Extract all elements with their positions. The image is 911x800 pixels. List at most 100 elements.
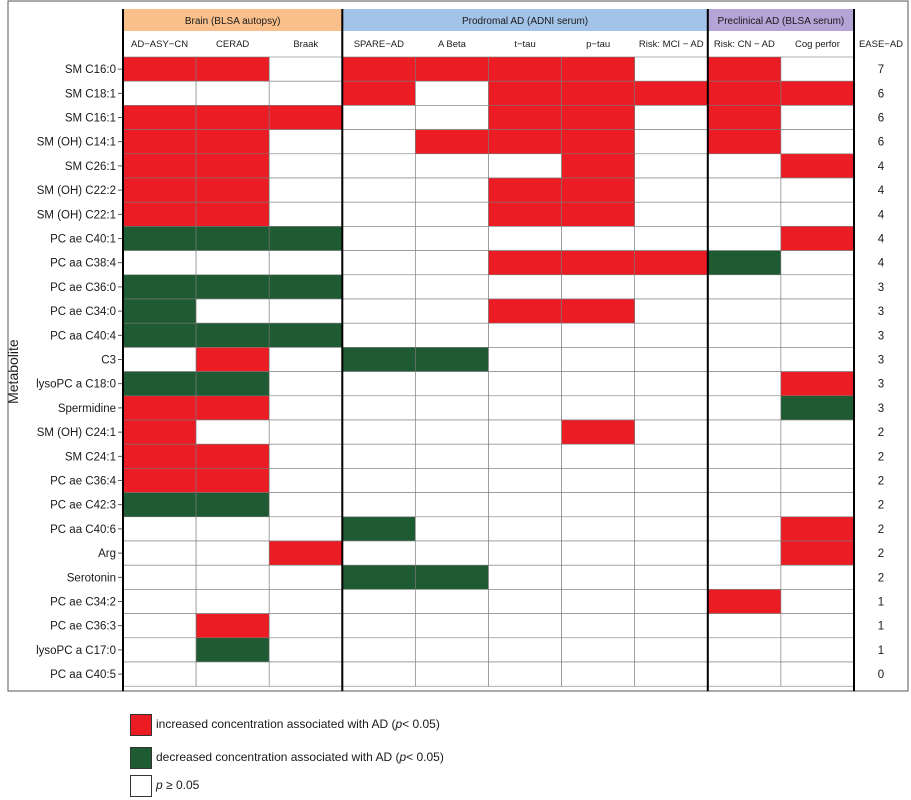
row-label: Spermidine <box>58 403 116 415</box>
heatmap-cell <box>780 419 855 445</box>
legend-item-decreased: decreased concentration associated with … <box>130 747 550 771</box>
heatmap-cell <box>341 395 416 421</box>
heatmap-cell <box>634 322 709 348</box>
heatmap-cell <box>195 564 270 590</box>
heatmap-cell <box>488 201 562 227</box>
heatmap-cell <box>268 105 343 130</box>
row-label: SM (OH) C24:1 <box>37 427 116 439</box>
heatmap-cell <box>195 419 270 445</box>
heatmap-cell <box>634 637 709 663</box>
group-header-bar <box>342 9 708 31</box>
heatmap-cell <box>122 613 197 639</box>
heatmap-cell <box>488 56 562 82</box>
column-label: CERAD <box>216 39 249 50</box>
heatmap-cell <box>122 201 197 227</box>
column-label: Risk: MCI − AD <box>639 39 704 50</box>
heatmap-cell <box>780 298 855 324</box>
heatmap-cell <box>561 322 635 348</box>
heatmap-cell <box>780 589 855 614</box>
heatmap-cell <box>707 492 782 518</box>
score-value: 0 <box>878 669 884 681</box>
legend-swatch-decreased <box>130 747 152 769</box>
heatmap-cell <box>561 226 635 251</box>
heatmap-cell <box>707 468 782 493</box>
heatmap-cell <box>268 540 343 566</box>
heatmap-cell <box>780 613 855 639</box>
heatmap-cell <box>415 105 489 130</box>
heatmap-cell <box>341 201 416 227</box>
heatmap-cell <box>415 322 489 348</box>
heatmap-cell <box>707 395 782 421</box>
heatmap-cell <box>195 468 270 493</box>
heatmap-cell <box>415 613 489 639</box>
heatmap-cell <box>780 322 855 348</box>
heatmap-cell <box>415 201 489 227</box>
heatmap-cell <box>341 589 416 614</box>
heatmap-cell <box>341 129 416 155</box>
heatmap-cell <box>268 322 343 348</box>
heatmap-cell <box>561 589 635 614</box>
row-label: PC aa C40:4 <box>50 330 116 342</box>
legend-label-increased: increased concentration associated with … <box>156 717 440 731</box>
group-header-bar <box>707 9 854 31</box>
heatmap-cell <box>561 540 635 566</box>
heatmap-cell <box>707 443 782 469</box>
row-label: PC ae C40:1 <box>50 234 116 246</box>
heatmap-cell <box>707 153 782 179</box>
heatmap-cell <box>195 661 270 687</box>
row-label: PC ae C34:2 <box>50 597 116 609</box>
heatmap-cell <box>341 443 416 469</box>
heatmap-cell <box>780 105 855 130</box>
heatmap-cell <box>122 250 197 276</box>
column-label: A Beta <box>438 39 467 50</box>
heatmap-cell <box>122 443 197 469</box>
heatmap-cell <box>268 371 343 397</box>
row-label: PC ae C34:0 <box>50 306 116 318</box>
heatmap-cell <box>415 80 489 106</box>
score-value: 4 <box>878 258 885 270</box>
heatmap-cell <box>122 516 197 542</box>
heatmap-cell <box>341 250 416 276</box>
heatmap-cell <box>634 589 709 614</box>
heatmap-cell <box>488 540 562 566</box>
heatmap-cell <box>341 80 416 106</box>
heatmap-cell <box>268 661 343 687</box>
heatmap-cell <box>415 419 489 445</box>
heatmap-cell <box>561 564 635 590</box>
heatmap-cell <box>122 153 197 179</box>
heatmap-cell <box>415 274 489 300</box>
heatmap-cell <box>341 347 416 372</box>
heatmap-cell <box>707 516 782 542</box>
heatmap-cell <box>488 105 562 130</box>
row-label: lysoPC a C17:0 <box>36 645 116 657</box>
heatmap-cell <box>707 129 782 155</box>
heatmap-cell <box>488 468 562 493</box>
row-label: SM (OH) C22:2 <box>37 185 116 197</box>
heatmap-cell <box>415 226 489 251</box>
heatmap-cell <box>195 395 270 421</box>
heatmap-cell <box>122 322 197 348</box>
heatmap-cell <box>415 637 489 663</box>
heatmap-cell <box>488 371 562 397</box>
heatmap-cell <box>488 80 562 106</box>
heatmap-cell <box>561 443 635 469</box>
heatmap-cell <box>707 80 782 106</box>
legend-item-increased: increased concentration associated with … <box>130 714 550 738</box>
heatmap-cell <box>122 492 197 518</box>
heatmap-cell <box>195 443 270 469</box>
heatmap-cell <box>268 637 343 663</box>
heatmap-cell <box>341 613 416 639</box>
heatmap-cell <box>488 443 562 469</box>
heatmap-cell <box>415 56 489 82</box>
heatmap-cell <box>195 298 270 324</box>
heatmap-cell <box>415 589 489 614</box>
heatmap-cell <box>122 468 197 493</box>
heatmap-cell <box>488 347 562 372</box>
heatmap-cell <box>634 661 709 687</box>
heatmap-cell <box>415 564 489 590</box>
heatmap-cell <box>707 347 782 372</box>
heatmap-cell <box>341 419 416 445</box>
heatmap-cell <box>122 274 197 300</box>
panel-frame <box>7 0 909 692</box>
heatmap-cell <box>341 274 416 300</box>
